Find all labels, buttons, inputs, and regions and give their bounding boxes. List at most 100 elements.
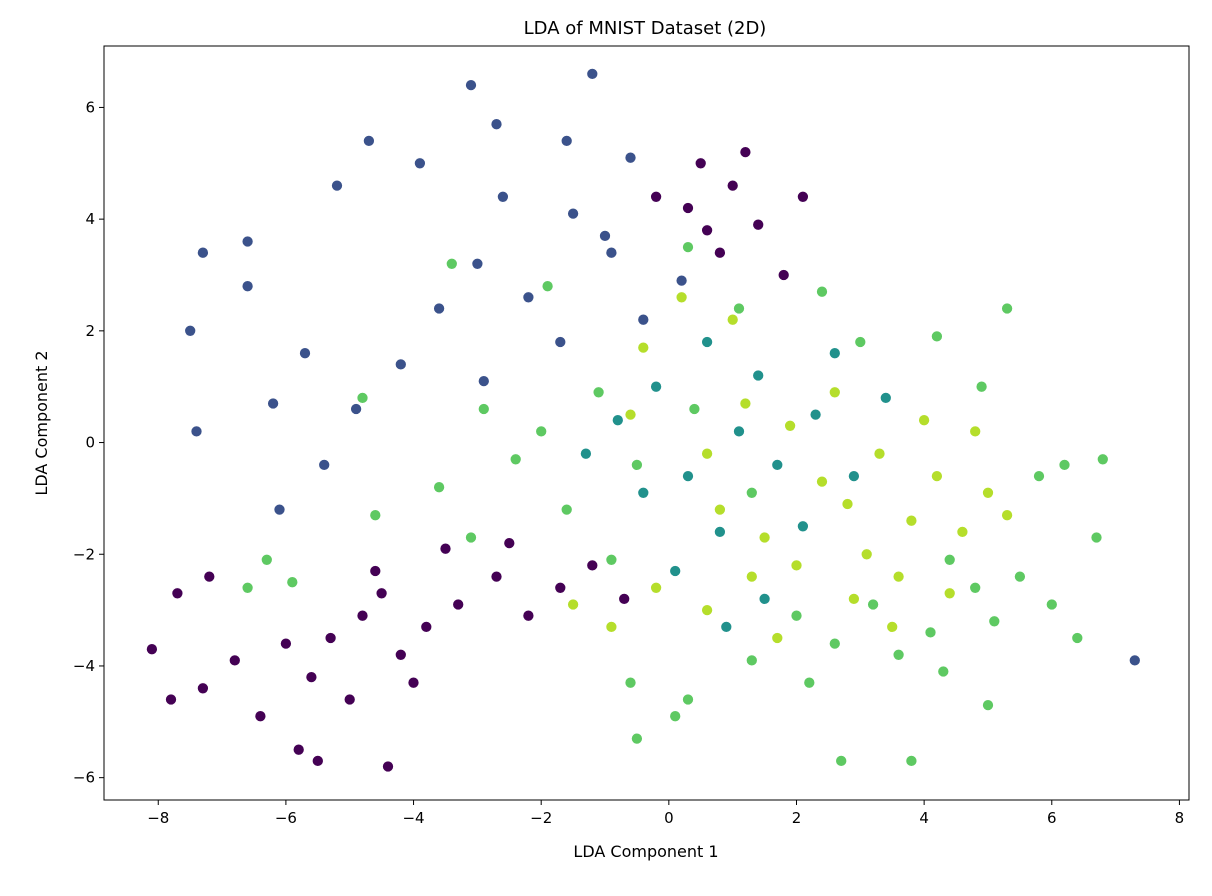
data-point <box>350 403 362 415</box>
y-tick-label: −6 <box>73 769 95 787</box>
data-point <box>975 380 988 393</box>
data-point <box>650 380 662 393</box>
data-point <box>650 581 662 594</box>
data-point <box>924 626 937 639</box>
data-point <box>835 755 848 767</box>
data-point <box>318 459 331 471</box>
x-tick-label: 2 <box>792 809 802 827</box>
data-point <box>860 548 873 561</box>
data-point <box>809 408 822 421</box>
data-point <box>682 693 694 706</box>
data-point <box>477 375 490 387</box>
data-point <box>369 565 382 577</box>
data-point <box>1071 632 1084 644</box>
data-point <box>599 230 611 242</box>
data-point <box>816 285 828 298</box>
data-point <box>675 291 688 304</box>
data-point <box>586 559 599 572</box>
data-point <box>758 531 771 544</box>
data-point <box>490 118 503 131</box>
data-point <box>886 621 899 633</box>
data-point <box>414 157 426 170</box>
data-point <box>331 179 343 192</box>
x-tick-label: −2 <box>530 809 552 827</box>
data-point <box>624 408 637 421</box>
data-point <box>305 671 318 683</box>
data-point <box>611 414 624 427</box>
data-point <box>1001 302 1013 315</box>
data-point <box>605 621 618 633</box>
x-tick-label: −6 <box>275 809 297 827</box>
data-point <box>1001 509 1013 522</box>
data-point <box>382 760 394 773</box>
data-point <box>943 553 956 566</box>
data-point <box>892 648 905 661</box>
data-point <box>854 336 867 348</box>
plot-frame <box>103 45 1190 801</box>
data-point <box>828 637 841 650</box>
data-point <box>701 604 713 616</box>
data-point <box>720 621 733 633</box>
data-point <box>592 386 605 399</box>
data-point <box>624 151 637 164</box>
data-point <box>580 447 592 460</box>
data-point <box>228 654 241 667</box>
x-tick-label: 0 <box>664 809 674 827</box>
data-point <box>267 397 279 410</box>
data-point <box>541 280 554 293</box>
data-point <box>184 324 197 337</box>
data-point <box>937 665 950 678</box>
data-point <box>420 621 433 633</box>
data-point <box>739 146 752 158</box>
data-point <box>535 425 548 438</box>
y-tick-label: 4 <box>85 210 95 228</box>
data-point <box>394 358 407 371</box>
y-tick-label: −4 <box>73 657 95 675</box>
data-point <box>816 475 828 488</box>
x-tick-label: 4 <box>919 809 929 827</box>
data-point <box>956 526 969 538</box>
chart-title: LDA of MNIST Dataset (2D) <box>524 18 767 39</box>
data-point <box>982 486 994 499</box>
data-point <box>241 280 254 293</box>
data-point <box>509 453 522 466</box>
data-point <box>726 313 739 326</box>
data-point <box>943 587 956 600</box>
data-point <box>324 632 337 644</box>
data-point <box>522 609 535 622</box>
y-tick-label: 6 <box>85 98 95 116</box>
data-point <box>745 654 758 667</box>
data-point <box>848 593 860 605</box>
data-point <box>618 593 631 605</box>
data-point <box>848 470 860 482</box>
data-point <box>905 514 918 527</box>
data-point <box>988 615 1001 628</box>
data-point <box>260 553 273 566</box>
data-point <box>1096 453 1109 466</box>
data-point <box>465 79 477 91</box>
data-point <box>586 68 599 80</box>
data-point <box>171 587 184 600</box>
data-point <box>375 587 388 600</box>
data-point <box>733 425 745 438</box>
data-point <box>343 693 356 706</box>
data-point <box>790 609 803 622</box>
data-point <box>797 190 809 203</box>
x-tick-label: −8 <box>147 809 169 827</box>
data-point <box>758 593 771 605</box>
data-point <box>752 369 765 382</box>
data-point <box>503 537 516 549</box>
data-point <box>637 313 650 326</box>
data-point <box>445 257 458 270</box>
data-point <box>560 135 573 147</box>
data-point <box>465 531 477 544</box>
data-point <box>299 347 311 360</box>
data-point <box>752 218 765 231</box>
data-point <box>669 710 682 723</box>
data-point <box>879 392 892 404</box>
data-point <box>905 755 918 767</box>
data-point <box>254 710 267 723</box>
data-point <box>701 336 713 348</box>
data-point <box>714 526 726 538</box>
data-point <box>554 581 567 594</box>
